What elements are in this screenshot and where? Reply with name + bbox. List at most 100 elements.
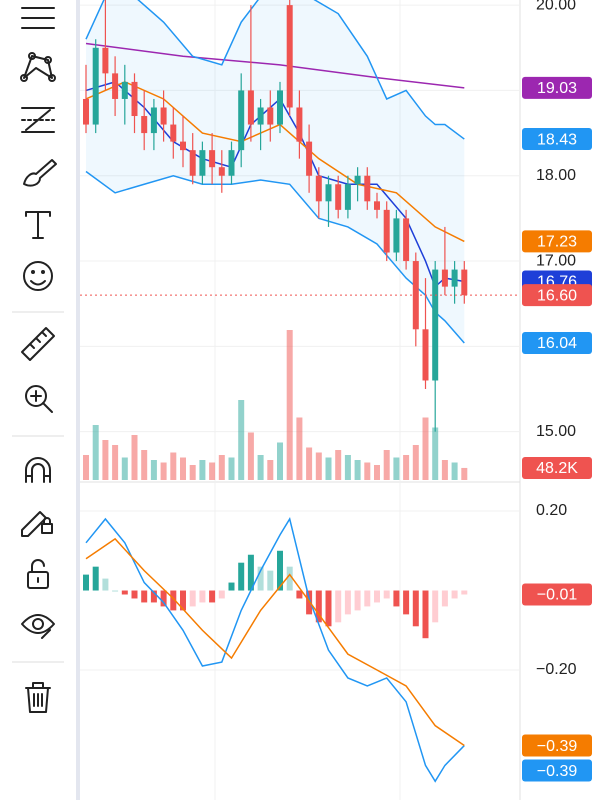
volume-bar bbox=[92, 425, 99, 480]
candle-body bbox=[354, 175, 361, 185]
tool-lines[interactable] bbox=[21, 7, 55, 29]
indicator-line bbox=[85, 42, 465, 89]
macd-histogram-bar bbox=[102, 578, 109, 591]
tool-pattern[interactable] bbox=[20, 52, 56, 82]
band-fill bbox=[86, 0, 465, 343]
macd-line bbox=[85, 517, 465, 783]
candle-body bbox=[393, 218, 400, 253]
candle-body bbox=[451, 269, 458, 287]
tool-brush[interactable] bbox=[23, 159, 57, 187]
volume-bar bbox=[160, 462, 167, 480]
macd-histogram-bar bbox=[277, 550, 283, 591]
tool-fib[interactable] bbox=[21, 107, 55, 133]
tool-magnet[interactable] bbox=[25, 457, 51, 483]
volume-bar bbox=[102, 440, 109, 480]
candle-body bbox=[218, 167, 225, 176]
volume-bar bbox=[180, 457, 186, 480]
toolbar-edge bbox=[76, 0, 80, 800]
candle-body bbox=[374, 201, 380, 210]
candle-body bbox=[306, 141, 313, 176]
y-tick-label: 0.20 bbox=[536, 502, 567, 519]
macd-histogram-bar bbox=[247, 554, 254, 591]
macd-histogram-bar bbox=[364, 590, 371, 607]
macd-histogram-bar bbox=[412, 590, 419, 627]
price-badge-label: 16.60 bbox=[537, 287, 577, 304]
price-badge-label: −0.01 bbox=[537, 587, 578, 604]
candle-body bbox=[121, 81, 128, 99]
macd-histogram-bar bbox=[315, 590, 322, 623]
volume-bar bbox=[257, 455, 264, 480]
volume-bar bbox=[209, 462, 216, 480]
macd-histogram-bar bbox=[199, 590, 206, 603]
tool-eye[interactable] bbox=[21, 614, 55, 639]
macd-histogram-bar bbox=[354, 590, 361, 611]
volume-bar bbox=[286, 330, 293, 480]
volume-bar bbox=[403, 455, 410, 480]
volume-bar bbox=[131, 435, 138, 480]
macd-histogram-bar bbox=[121, 590, 128, 595]
tool-emoji[interactable] bbox=[23, 261, 53, 291]
plot-layer: 15.0016.0017.0018.0019.0020.00−0.200.201… bbox=[80, 0, 592, 783]
volume-bar bbox=[315, 452, 322, 480]
volume-bar bbox=[325, 457, 332, 480]
macd-histogram-bar bbox=[461, 590, 468, 595]
toolbar bbox=[12, 7, 64, 713]
price-badge-label: −0.39 bbox=[537, 763, 578, 780]
macd-histogram-bar bbox=[344, 590, 351, 615]
candle-body bbox=[209, 150, 216, 168]
candle-body bbox=[422, 329, 429, 381]
macd-histogram-bar bbox=[432, 590, 439, 623]
price-badge bbox=[522, 759, 592, 782]
tool-ruler[interactable] bbox=[21, 327, 55, 361]
macd-histogram-bar bbox=[403, 590, 410, 615]
macd-histogram-bar bbox=[238, 562, 245, 591]
candle-body bbox=[296, 107, 303, 142]
macd-histogram-bar bbox=[131, 590, 138, 599]
volume-bar bbox=[170, 452, 177, 480]
candle-body bbox=[277, 90, 283, 125]
price-badge bbox=[522, 128, 592, 151]
candle-body bbox=[432, 269, 439, 381]
tool-zoom[interactable] bbox=[25, 385, 53, 413]
price-badge-label: 18.43 bbox=[537, 131, 577, 148]
volume-bar bbox=[247, 432, 254, 480]
volume-bar bbox=[112, 445, 119, 480]
volume-bar bbox=[383, 450, 390, 480]
volume-bar bbox=[374, 465, 380, 480]
volume-bar bbox=[141, 450, 148, 480]
price-badge bbox=[522, 583, 592, 606]
volume-bar bbox=[335, 450, 342, 480]
candle-body bbox=[92, 47, 99, 125]
volume-bar bbox=[344, 455, 351, 480]
price-badge bbox=[522, 230, 592, 253]
candle-body bbox=[83, 98, 89, 125]
price-badge bbox=[522, 284, 592, 307]
tool-lock[interactable] bbox=[27, 559, 49, 589]
tool-text[interactable] bbox=[25, 211, 51, 239]
macd-histogram-bar bbox=[160, 590, 167, 607]
volume-bar bbox=[121, 457, 128, 480]
macd-histogram-bar bbox=[383, 590, 390, 599]
macd-histogram-bar bbox=[335, 590, 342, 623]
tool-delete[interactable] bbox=[25, 682, 51, 713]
candle-body bbox=[257, 107, 264, 125]
tool-lock-draw[interactable] bbox=[21, 511, 53, 537]
candle-body bbox=[383, 209, 390, 253]
candle-body bbox=[364, 175, 371, 202]
volume-bar bbox=[306, 447, 313, 480]
y-tick-label: 18.00 bbox=[536, 167, 576, 184]
candle-body bbox=[461, 269, 468, 296]
candle-body bbox=[228, 150, 235, 176]
volume-bar bbox=[199, 460, 206, 480]
macd-histogram-bar bbox=[393, 590, 400, 607]
candle-body bbox=[199, 150, 206, 176]
candle-body bbox=[238, 90, 245, 151]
macd-histogram-bar bbox=[286, 566, 293, 591]
candle-body bbox=[441, 269, 448, 287]
macd-histogram-bar bbox=[306, 590, 313, 615]
volume-bar bbox=[189, 465, 196, 480]
y-tick-label: 17.00 bbox=[536, 252, 576, 269]
volume-bar bbox=[364, 462, 371, 480]
candle-body bbox=[150, 107, 157, 134]
